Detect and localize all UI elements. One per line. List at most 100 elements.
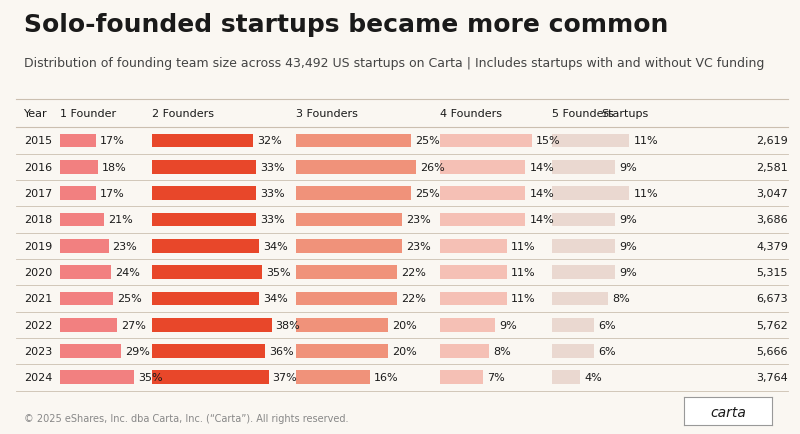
Text: 9%: 9%: [619, 267, 637, 277]
Text: 5,315: 5,315: [757, 267, 788, 277]
Bar: [552, 318, 594, 332]
Text: 14%: 14%: [530, 189, 554, 199]
Text: 6%: 6%: [598, 320, 616, 330]
Bar: [152, 318, 272, 332]
Bar: [296, 318, 388, 332]
Text: 34%: 34%: [263, 294, 288, 304]
Bar: [552, 345, 594, 358]
Text: 2023: 2023: [24, 346, 52, 356]
Text: 9%: 9%: [619, 162, 637, 172]
Text: 2019: 2019: [24, 241, 52, 251]
Text: 1 Founder: 1 Founder: [60, 109, 116, 119]
Text: 2024: 2024: [24, 372, 52, 382]
Text: 11%: 11%: [511, 241, 536, 251]
Bar: [60, 161, 98, 174]
Text: 24%: 24%: [114, 267, 139, 277]
Text: 5,762: 5,762: [756, 320, 788, 330]
Text: 11%: 11%: [634, 136, 658, 146]
Text: 7%: 7%: [486, 372, 505, 382]
Text: 11%: 11%: [511, 294, 536, 304]
Text: 14%: 14%: [530, 215, 554, 225]
Bar: [60, 213, 104, 227]
Text: Startups: Startups: [601, 109, 648, 119]
Bar: [552, 266, 615, 279]
Text: 21%: 21%: [108, 215, 133, 225]
Bar: [152, 345, 266, 358]
Text: 23%: 23%: [406, 241, 430, 251]
Text: 3,764: 3,764: [756, 372, 788, 382]
Text: © 2025 eShares, Inc. dba Carta, Inc. (“Carta”). All rights reserved.: © 2025 eShares, Inc. dba Carta, Inc. (“C…: [24, 413, 349, 423]
Bar: [60, 266, 110, 279]
Bar: [152, 135, 253, 148]
Text: 2,619: 2,619: [756, 136, 788, 146]
Bar: [552, 161, 615, 174]
Bar: [60, 187, 96, 201]
Bar: [440, 135, 531, 148]
Text: 34%: 34%: [263, 241, 288, 251]
Text: 25%: 25%: [117, 294, 142, 304]
Text: 35%: 35%: [266, 267, 291, 277]
Text: 9%: 9%: [619, 241, 637, 251]
Bar: [296, 371, 370, 384]
Bar: [296, 135, 411, 148]
Text: Year: Year: [24, 109, 48, 119]
Text: 27%: 27%: [121, 320, 146, 330]
Text: 25%: 25%: [415, 189, 440, 199]
Bar: [296, 213, 402, 227]
Bar: [60, 318, 117, 332]
Bar: [152, 292, 259, 306]
Text: 11%: 11%: [634, 189, 658, 199]
Text: 35%: 35%: [138, 372, 162, 382]
Text: 2015: 2015: [24, 136, 52, 146]
Text: 9%: 9%: [619, 215, 637, 225]
Text: 22%: 22%: [402, 267, 426, 277]
Text: carta: carta: [710, 405, 746, 419]
Bar: [440, 161, 526, 174]
Text: 17%: 17%: [100, 136, 125, 146]
Bar: [152, 266, 262, 279]
Text: 2018: 2018: [24, 215, 52, 225]
Text: 5 Founders: 5 Founders: [552, 109, 614, 119]
Text: 16%: 16%: [374, 372, 398, 382]
Text: 11%: 11%: [511, 267, 536, 277]
Bar: [296, 161, 416, 174]
Bar: [152, 213, 256, 227]
Bar: [552, 187, 630, 201]
Text: 18%: 18%: [102, 162, 126, 172]
Bar: [552, 292, 608, 306]
Text: 23%: 23%: [406, 215, 430, 225]
Text: 38%: 38%: [276, 320, 301, 330]
Text: Distribution of founding team size across 43,492 US startups on Carta | Includes: Distribution of founding team size acros…: [24, 56, 764, 69]
Bar: [440, 240, 507, 253]
Bar: [296, 266, 398, 279]
Bar: [60, 292, 113, 306]
Bar: [552, 240, 615, 253]
Text: 20%: 20%: [392, 346, 417, 356]
Text: 4,379: 4,379: [756, 241, 788, 251]
Bar: [552, 213, 615, 227]
Bar: [296, 187, 411, 201]
Bar: [440, 345, 489, 358]
Text: 33%: 33%: [260, 215, 285, 225]
Text: 4 Founders: 4 Founders: [440, 109, 502, 119]
Bar: [60, 135, 96, 148]
Bar: [152, 240, 259, 253]
Text: 2,581: 2,581: [756, 162, 788, 172]
Text: 33%: 33%: [260, 162, 285, 172]
Bar: [60, 240, 109, 253]
Text: 2022: 2022: [24, 320, 52, 330]
Text: 33%: 33%: [260, 189, 285, 199]
Text: Solo-founded startups became more common: Solo-founded startups became more common: [24, 13, 668, 37]
Text: 37%: 37%: [273, 372, 298, 382]
Text: 2020: 2020: [24, 267, 52, 277]
Text: 29%: 29%: [126, 346, 150, 356]
Text: 25%: 25%: [415, 136, 440, 146]
Bar: [296, 240, 402, 253]
Bar: [440, 318, 495, 332]
Text: 15%: 15%: [535, 136, 560, 146]
Bar: [440, 213, 526, 227]
Text: 26%: 26%: [420, 162, 445, 172]
Text: 6%: 6%: [598, 346, 616, 356]
Text: 4%: 4%: [584, 372, 602, 382]
Bar: [552, 135, 630, 148]
